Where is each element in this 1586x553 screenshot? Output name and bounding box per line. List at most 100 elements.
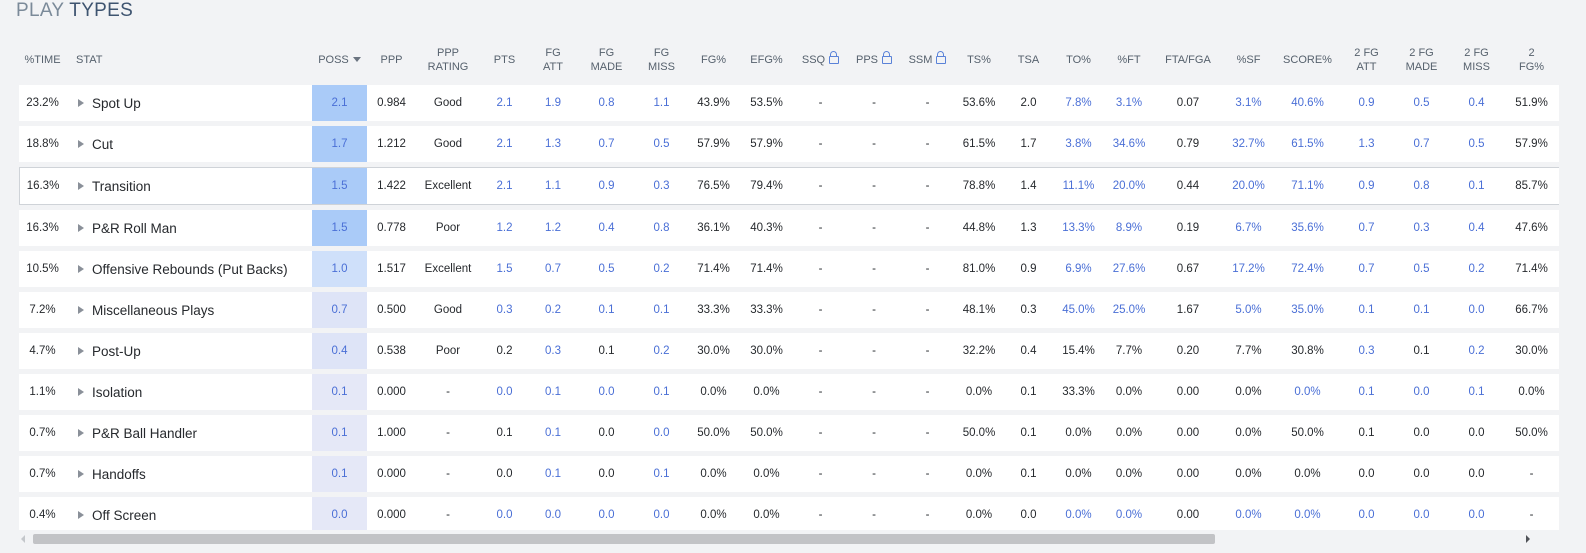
header-fg2-att[interactable]: 2 FG ATT [1339, 40, 1394, 80]
caret-right-icon[interactable] [78, 139, 84, 148]
header-ts[interactable]: TS% [955, 40, 1003, 80]
cell-poss: 1.7 [312, 126, 367, 162]
cell-score: 35.0% [1276, 292, 1339, 328]
play-type-cell[interactable]: Spot Up [66, 85, 312, 121]
caret-right-icon[interactable] [78, 305, 84, 314]
caret-right-icon[interactable] [78, 387, 84, 396]
header-to[interactable]: TO% [1054, 40, 1103, 80]
header-time[interactable]: %TIME [19, 40, 66, 80]
cell-fg-miss: 0.0 [636, 497, 687, 530]
scrollbar-thumb[interactable] [33, 534, 1215, 544]
table-row[interactable]: 18.8% Cut 1.7 1.212 Good 2.1 1.3 0.7 0.5 57.9% 57.… [19, 126, 1559, 162]
play-type-cell[interactable]: Off Screen [66, 497, 312, 530]
header-fg-miss[interactable]: FG MISS [636, 40, 687, 80]
caret-right-icon[interactable] [78, 264, 84, 273]
play-type-cell[interactable]: P&R Ball Handler [66, 415, 312, 451]
header-ppp-rating[interactable]: PPP RATING [416, 40, 480, 80]
header-score[interactable]: SCORE% [1276, 40, 1339, 80]
caret-right-icon[interactable] [78, 469, 84, 478]
cell-efg: 71.4% [740, 251, 793, 287]
header-label: FTA/FGA [1165, 54, 1211, 66]
table-row[interactable]: 0.7% Handoffs 0.1 0.000-0.0 0.1 0.0 0.1 0.0% 0.0… [19, 456, 1559, 492]
caret-down-icon[interactable] [352, 57, 361, 62]
header-ssq[interactable]: SSQ [793, 40, 848, 80]
header-label: %SF [1236, 54, 1261, 66]
header-label: FG [545, 47, 561, 59]
header-label: SSM [908, 54, 933, 66]
cell-fg2-made: 0.0 [1394, 415, 1449, 451]
header-fg-att[interactable]: FG ATT [529, 40, 577, 80]
scroll-right-arrow-icon[interactable] [1526, 535, 1530, 543]
table-row[interactable]: 0.4% Off Screen 0.0 0.000-0.0 0.0 0.0 0.0 0.0% 0… [19, 497, 1559, 530]
caret-right-icon[interactable] [78, 181, 84, 190]
cell-sf: 20.0% [1221, 167, 1276, 205]
table-row[interactable]: 23.2% Spot Up 2.1 0.984 Good 2.1 1.9 0.8 1.1 43.9… [19, 85, 1559, 121]
table-row[interactable]: 1.1% Isolation 0.1 0.000-0.0 0.1 0.0 0.1 0.0% 0.… [19, 374, 1559, 410]
cell-fg-pct: 0.0% [687, 456, 740, 492]
cell-ssm: - [900, 210, 955, 246]
table-row[interactable]: 10.5% Offensive Rebounds (Put Backs) 1.0 1.… [19, 251, 1559, 287]
caret-right-icon[interactable] [78, 346, 84, 355]
header-fg2-pct[interactable]: 2 FG% [1504, 40, 1559, 80]
header-fg-pct[interactable]: FG% [687, 40, 740, 80]
play-type-label: Transition [92, 178, 151, 194]
cell-fg2-att: 0.1 [1339, 415, 1394, 451]
header-poss[interactable]: POSS [312, 40, 367, 80]
cell-poss: 1.0 [312, 251, 367, 287]
header-fg-made[interactable]: FG MADE [577, 40, 636, 80]
header-fta-fga[interactable]: FTA/FGA [1155, 40, 1221, 80]
header-ssm[interactable]: SSM [900, 40, 955, 80]
play-type-cell[interactable]: Isolation [66, 374, 312, 410]
cell-pps: - [848, 292, 900, 328]
cell-ssq: - [793, 374, 848, 410]
cell-fg2-pct: - [1504, 456, 1559, 492]
header-label: PPP [436, 47, 459, 59]
header-fg2-made[interactable]: 2 FG MADE [1394, 40, 1449, 80]
cell-sf: 6.7% [1221, 210, 1276, 246]
cell-fg2-pct: 71.4% [1504, 251, 1559, 287]
play-type-cell[interactable]: Cut [66, 126, 312, 162]
cell-fta-fga: 0.07 [1155, 85, 1221, 121]
play-type-cell[interactable]: Miscellaneous Plays [66, 292, 312, 328]
cell-sf: 3.1% [1221, 85, 1276, 121]
play-type-cell[interactable]: Handoffs [66, 456, 312, 492]
cell-tsa: 1.7 [1003, 126, 1054, 162]
header-sf[interactable]: %SF [1221, 40, 1276, 80]
cell-tsa: 0.3 [1003, 292, 1054, 328]
cell-poss: 0.1 [312, 456, 367, 492]
header-efg[interactable]: EFG% [740, 40, 793, 80]
horizontal-scrollbar[interactable] [17, 533, 1534, 545]
lock-icon [882, 51, 892, 64]
cell-fg-att: 1.3 [529, 126, 577, 162]
table-row[interactable]: 16.3% P&R Roll Man 1.5 0.778 Poor 1.2 1.2 0.4 0.… [19, 210, 1559, 246]
table-row[interactable]: 0.7% P&R Ball Handler 0.1 1.000-0.1 0.1 0.0 0.… [19, 415, 1559, 451]
cell-ssm: - [900, 497, 955, 530]
play-type-cell[interactable]: Post-Up [66, 333, 312, 369]
page-title: PLAY TYPES [16, 0, 133, 22]
play-type-cell[interactable]: Transition [66, 167, 312, 205]
cell-ts: 48.1% [955, 292, 1003, 328]
cell-ssm: - [900, 374, 955, 410]
caret-right-icon[interactable] [78, 223, 84, 232]
play-type-cell[interactable]: Offensive Rebounds (Put Backs) [66, 251, 312, 287]
header-stat[interactable]: STAT [66, 40, 312, 80]
header-ft[interactable]: %FT [1103, 40, 1155, 80]
cell-ssq: - [793, 292, 848, 328]
header-pts[interactable]: PTS [480, 40, 529, 80]
cell-score: 40.6% [1276, 85, 1339, 121]
table-row[interactable]: 16.3% Transition 1.5 1.422 Excellent 2.1 1.1 0.… [19, 167, 1559, 205]
play-type-cell[interactable]: P&R Roll Man [66, 210, 312, 246]
header-fg2-miss[interactable]: 2 FG MISS [1449, 40, 1504, 80]
scroll-left-arrow-icon[interactable] [21, 535, 25, 543]
header-tsa[interactable]: TSA [1003, 40, 1054, 80]
header-ppp[interactable]: PPP [367, 40, 416, 80]
caret-right-icon[interactable] [78, 98, 84, 107]
header-pps[interactable]: PPS [848, 40, 900, 80]
table-row[interactable]: 4.7% Post-Up 0.4 0.538 Poor 0.2 0.3 0.1 0.2 30.0%… [19, 333, 1559, 369]
cell-fg2-att: 0.1 [1339, 374, 1394, 410]
cell-sf: 0.0% [1221, 374, 1276, 410]
table-row[interactable]: 7.2% Miscellaneous Plays 0.7 0.500 Good 0.3 0.… [19, 292, 1559, 328]
caret-right-icon[interactable] [78, 428, 84, 437]
cell-poss: 2.1 [312, 85, 367, 121]
caret-right-icon[interactable] [78, 510, 84, 519]
